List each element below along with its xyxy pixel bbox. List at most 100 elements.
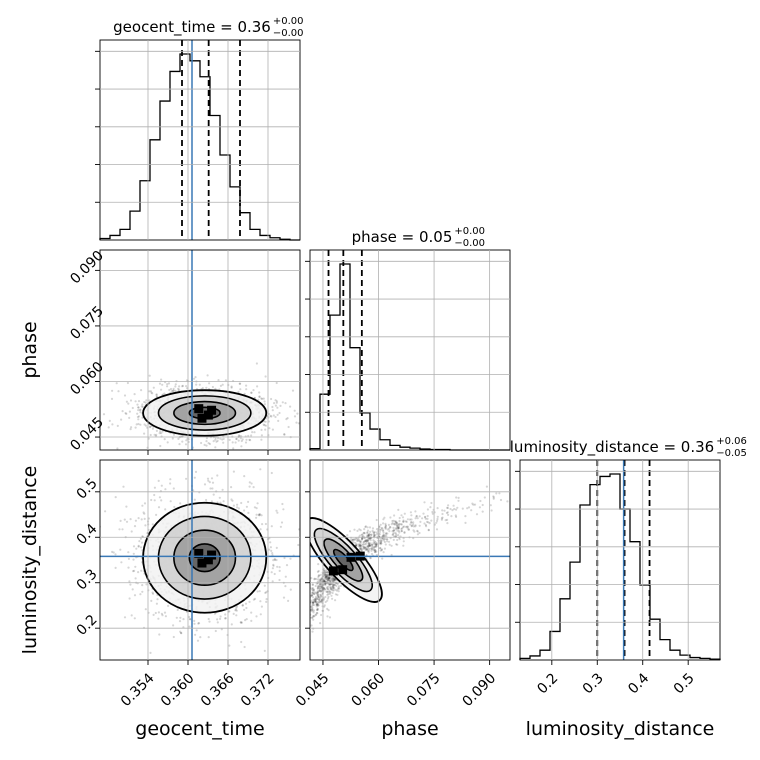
scatter-point xyxy=(232,504,235,507)
scatter-point xyxy=(164,508,167,511)
scatter-point xyxy=(119,548,122,551)
scatter-point xyxy=(369,539,372,542)
scatter-point xyxy=(368,543,371,546)
scatter-point xyxy=(358,544,361,547)
scatter-point xyxy=(333,578,336,581)
scatter-point xyxy=(245,505,248,508)
scatter-point xyxy=(250,482,253,485)
scatter-point xyxy=(276,413,279,416)
scatter-point xyxy=(111,550,114,554)
scatter-point xyxy=(327,577,330,580)
scatter-point xyxy=(255,615,258,618)
scatter-point xyxy=(123,394,127,397)
hist-panel-geocent_time: geocent_time = 0.36 +0.00−0.00 xyxy=(95,16,304,241)
scatter-point xyxy=(319,587,322,590)
scatter-point xyxy=(127,566,130,569)
scatter-point xyxy=(134,400,137,403)
scatter-point xyxy=(421,517,424,520)
scatter-point xyxy=(137,409,140,412)
scatter-point xyxy=(230,498,233,501)
scatter-point xyxy=(171,437,174,440)
scatter-point xyxy=(235,437,238,440)
scatter-point xyxy=(237,507,240,510)
scatter-point xyxy=(151,427,154,430)
scatter-point xyxy=(302,590,304,592)
scatter-point xyxy=(371,543,374,546)
scatter-point xyxy=(386,528,389,531)
hist-grid-phase xyxy=(310,250,510,450)
scatter-point xyxy=(473,503,477,506)
scatter-point xyxy=(256,590,259,593)
scatter-point xyxy=(394,521,397,524)
scatter-point xyxy=(372,549,375,552)
scatter-point xyxy=(235,614,238,617)
scatter-point xyxy=(325,577,328,581)
scatter-point xyxy=(207,479,210,482)
scatter-point xyxy=(160,432,163,435)
scatter-point xyxy=(325,577,328,580)
scatter-point xyxy=(141,504,144,507)
y-tick-label: 0.075 xyxy=(67,303,107,343)
panel-title: phase = 0.05 xyxy=(352,228,453,246)
scatter-point xyxy=(398,531,401,534)
scatter-point xyxy=(260,428,263,431)
density-peak-pixel xyxy=(338,565,348,575)
scatter-point xyxy=(464,515,467,518)
scatter-point xyxy=(362,543,365,546)
scatter-point xyxy=(205,440,208,443)
scatter-point xyxy=(121,528,124,531)
scatter-point xyxy=(401,516,405,519)
scatter-point xyxy=(139,423,142,426)
scatter-point xyxy=(307,595,309,597)
scatter-point xyxy=(370,543,374,547)
scatter-point xyxy=(326,607,329,611)
scatter-point xyxy=(312,589,315,592)
scatter-point xyxy=(331,580,334,583)
scatter-point xyxy=(355,539,359,542)
scatter-point xyxy=(301,595,303,597)
scatter-point xyxy=(163,392,166,395)
scatter-point xyxy=(169,500,172,503)
scatter-point xyxy=(331,583,335,586)
scatter-point xyxy=(406,525,409,528)
scatter-point xyxy=(232,447,235,450)
scatter-point xyxy=(172,635,175,639)
scatter-point xyxy=(305,548,307,550)
scatter-point xyxy=(273,402,276,405)
scatter-point xyxy=(154,611,157,615)
scatter-point xyxy=(317,584,320,588)
scatter-point xyxy=(330,594,333,597)
scatter-point xyxy=(205,386,208,389)
scatter-point xyxy=(362,546,365,549)
scatter-point xyxy=(372,533,375,536)
scatter-point xyxy=(303,429,305,431)
scatter-point xyxy=(161,383,164,386)
scatter-point xyxy=(391,521,394,525)
scatter-point xyxy=(316,590,319,593)
scatter-point xyxy=(295,615,297,617)
scatter-point xyxy=(410,521,413,524)
scatter-point xyxy=(215,440,218,443)
scatter-point xyxy=(270,471,273,475)
scatter-point xyxy=(317,580,320,583)
scatter-point xyxy=(160,499,163,502)
scatter-point xyxy=(262,397,265,400)
scatter-point xyxy=(230,623,233,626)
scatter-point xyxy=(181,384,184,387)
scatter-point xyxy=(492,496,495,499)
scatter-point xyxy=(310,608,313,611)
scatter-point xyxy=(324,595,327,599)
scatter-point xyxy=(258,513,261,516)
scatter-point xyxy=(401,527,404,530)
scatter-point xyxy=(120,418,123,421)
scatter-point xyxy=(317,575,320,579)
scatter-point xyxy=(297,614,299,616)
scatter-point xyxy=(366,539,370,542)
x-tick-label: 0.060 xyxy=(348,670,388,710)
scatter-point xyxy=(228,610,231,613)
scatter-point xyxy=(307,589,309,591)
scatter-point xyxy=(361,548,364,551)
scatter-point xyxy=(175,616,178,619)
scatter-point xyxy=(111,389,114,392)
scatter-point xyxy=(214,629,217,633)
